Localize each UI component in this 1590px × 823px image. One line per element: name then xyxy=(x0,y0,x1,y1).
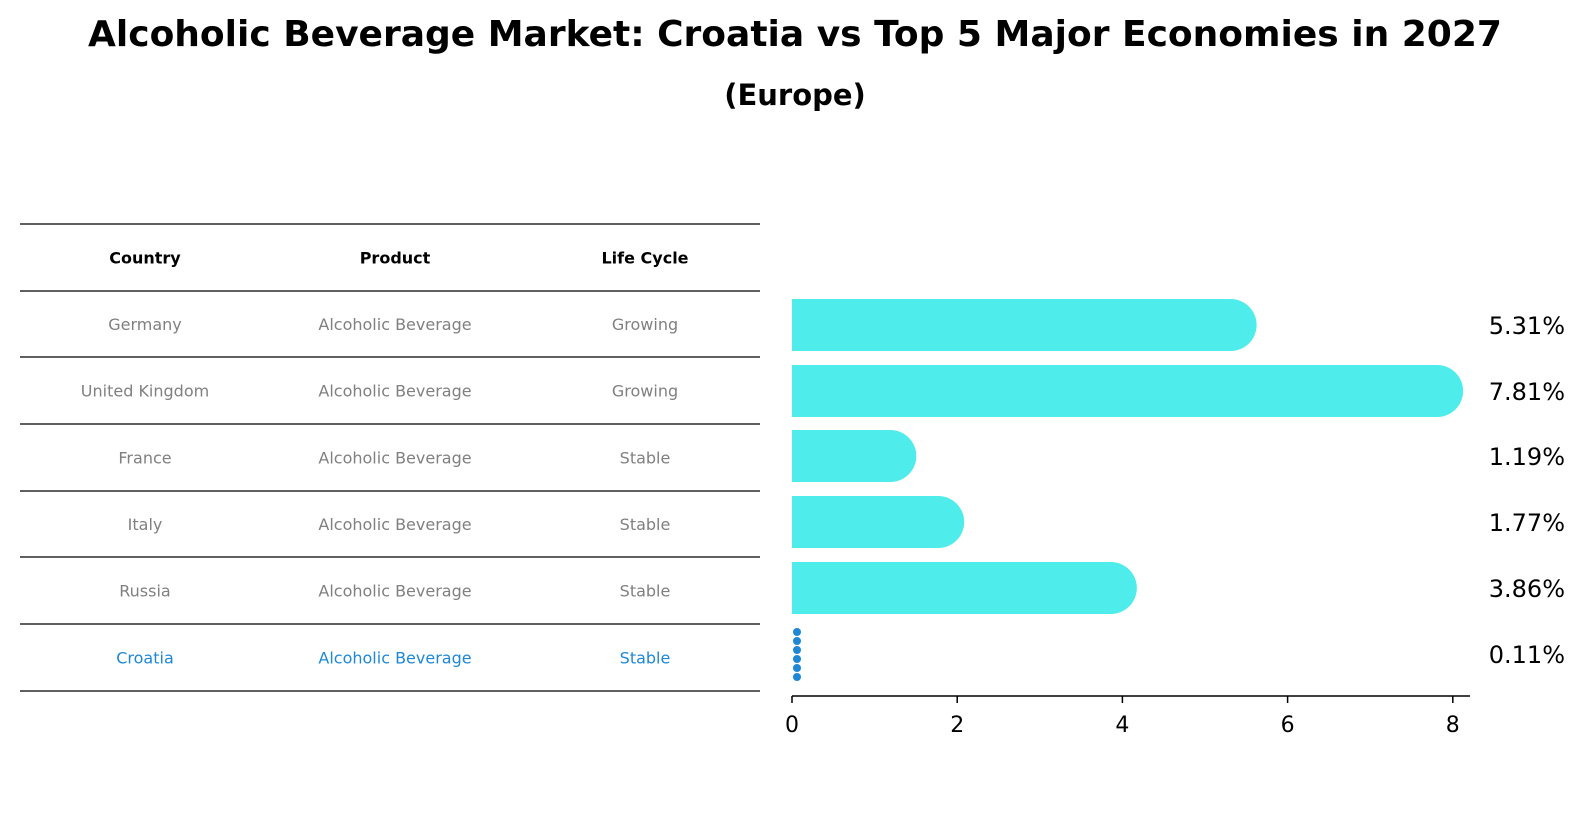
data-label: 1.19% xyxy=(1489,443,1565,471)
table-cell: France xyxy=(118,449,171,468)
table-cell: Stable xyxy=(620,449,671,468)
table-cell: Croatia xyxy=(116,649,174,668)
data-label: 7.81% xyxy=(1489,378,1565,406)
chart-title: Alcoholic Beverage Market: Croatia vs To… xyxy=(88,14,1502,55)
data-table: Country Product Life Cycle Germany Alcoholi… xyxy=(20,223,760,692)
x-tick-label: 4 xyxy=(1115,713,1129,738)
table-cell: Alcoholic Beverage xyxy=(318,515,471,534)
table-header-cell: Life Cycle xyxy=(601,249,688,268)
bar-marker xyxy=(793,655,801,663)
bar-cap xyxy=(1204,299,1257,351)
table-cell: Russia xyxy=(119,582,170,601)
x-tick-label: 6 xyxy=(1281,713,1295,738)
data-label: 3.86% xyxy=(1489,575,1565,603)
bar-cap xyxy=(864,430,917,482)
table-header-cell: Country xyxy=(109,249,181,268)
table-cell: Stable xyxy=(620,649,671,668)
bar xyxy=(792,562,1111,614)
data-labels: 5.31% 7.81% 1.19% 1.77% 3.86% 0.11% xyxy=(1489,312,1565,669)
x-tick-label: 0 xyxy=(785,713,799,738)
data-label: 1.77% xyxy=(1489,509,1565,537)
x-tick-label: 8 xyxy=(1446,713,1460,738)
table-cell: Alcoholic Beverage xyxy=(318,582,471,601)
table-body: Germany Alcoholic Beverage Growing United K… xyxy=(81,315,678,668)
table-cell: Alcoholic Beverage xyxy=(318,649,471,668)
table-cell: Alcoholic Beverage xyxy=(318,449,471,468)
bar-marker xyxy=(793,664,801,672)
bar xyxy=(792,365,1438,417)
x-tick-label: 2 xyxy=(950,713,964,738)
bar-marker xyxy=(793,628,801,636)
table-cell: Growing xyxy=(612,315,678,334)
table-cell: Germany xyxy=(108,315,182,334)
bar-marker xyxy=(793,637,801,645)
x-axis: 0 2 4 6 8 xyxy=(785,695,1470,738)
bar-cap xyxy=(912,496,965,548)
table-header-cell: Product xyxy=(360,249,431,268)
table-cell: United Kingdom xyxy=(81,382,209,401)
bar-cap xyxy=(1411,365,1464,417)
table-cell: Alcoholic Beverage xyxy=(318,315,471,334)
bar-marker xyxy=(793,646,801,654)
table-cell: Alcoholic Beverage xyxy=(318,382,471,401)
data-label: 5.31% xyxy=(1489,312,1565,340)
data-label: 0.11% xyxy=(1489,641,1565,669)
table-header: Country Product Life Cycle xyxy=(109,249,688,268)
table-rules xyxy=(20,223,760,692)
bar-marker xyxy=(793,673,801,681)
table-cell: Growing xyxy=(612,382,678,401)
table-cell: Italy xyxy=(128,515,163,534)
table-cell: Stable xyxy=(620,515,671,534)
bar xyxy=(792,299,1231,351)
chart-subtitle: (Europe) xyxy=(724,78,866,112)
bar-series xyxy=(792,299,1464,681)
bar-cap xyxy=(1084,562,1137,614)
table-cell: Stable xyxy=(620,582,671,601)
